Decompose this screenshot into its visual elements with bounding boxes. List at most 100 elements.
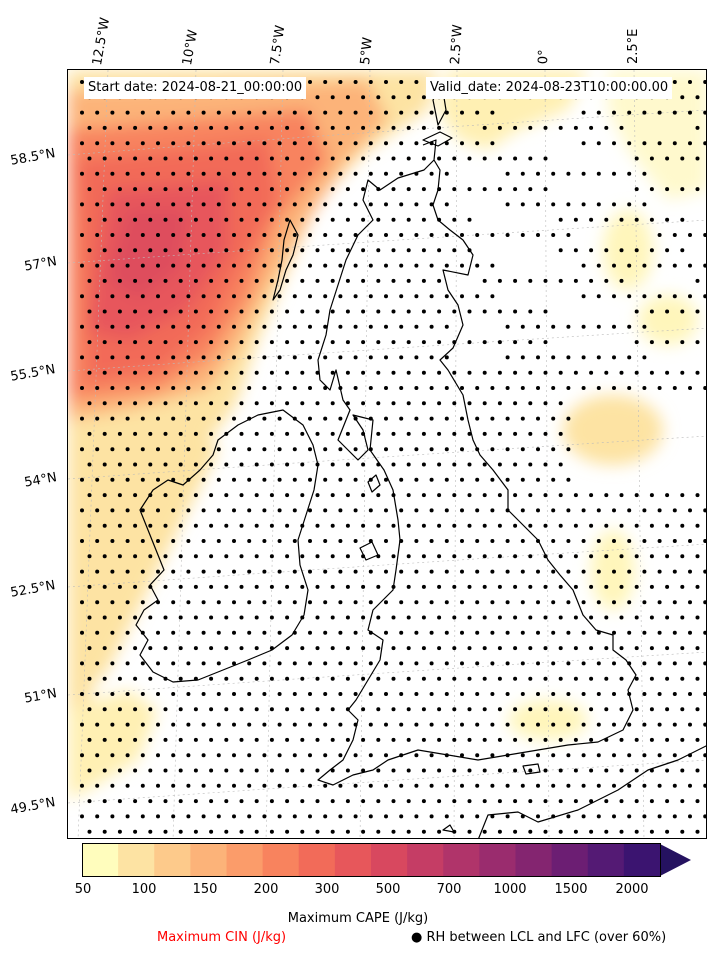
rh-dot xyxy=(573,493,578,498)
rh-dot xyxy=(186,539,191,543)
rh-dot xyxy=(292,110,297,115)
rh-dot xyxy=(384,600,388,605)
rh-dot xyxy=(505,753,510,758)
lon-label: 7.5°W xyxy=(268,24,289,67)
rh-dot xyxy=(414,630,419,635)
rh-dot xyxy=(117,462,122,467)
rh-dot xyxy=(330,462,335,467)
rh-dot xyxy=(239,554,244,559)
rh-dot xyxy=(232,386,236,390)
rh-dot xyxy=(642,753,647,758)
rh-dot xyxy=(520,508,525,513)
rh-dot xyxy=(596,600,601,605)
rh-dot xyxy=(391,493,396,498)
rh-dot xyxy=(117,278,122,283)
rh-dot xyxy=(247,477,252,482)
rh-dot xyxy=(429,753,434,758)
rh-dot xyxy=(703,600,706,605)
rh-dot xyxy=(201,477,206,482)
rh-dot xyxy=(323,477,328,482)
rh-dot xyxy=(193,370,198,375)
rh-dot xyxy=(216,171,221,176)
rh-dot xyxy=(520,355,525,360)
rh-dot xyxy=(672,600,677,605)
rh-dot xyxy=(186,692,191,696)
rh-dot xyxy=(239,493,244,498)
rh-dot xyxy=(277,600,282,605)
rh-dot xyxy=(171,386,176,390)
rh-dot xyxy=(649,799,654,804)
rh-dot xyxy=(178,737,183,742)
rh-dot xyxy=(429,692,434,696)
rh-dot xyxy=(642,722,647,727)
rh-dot xyxy=(95,630,100,635)
rh-dot xyxy=(361,156,366,161)
rh-dot xyxy=(102,737,107,742)
rh-dot xyxy=(254,676,259,681)
rh-dot xyxy=(148,278,153,283)
rh-dot xyxy=(376,95,381,100)
rh-dot xyxy=(239,156,244,161)
rh-dot xyxy=(437,523,442,528)
colorbar-tick: 100 xyxy=(131,882,157,897)
rh-dot xyxy=(688,600,692,605)
rh-dot xyxy=(634,554,639,559)
rh-dot xyxy=(163,554,168,559)
rh-dot xyxy=(589,278,594,283)
rh-dot xyxy=(292,692,297,696)
rh-dot xyxy=(680,615,685,620)
rh-dot xyxy=(406,125,411,130)
rh-dot xyxy=(399,141,404,146)
rh-dot xyxy=(201,722,206,727)
colorbar-cell xyxy=(298,843,336,877)
rh-dot xyxy=(573,646,578,651)
rh-dot xyxy=(300,431,305,436)
rh-dot xyxy=(102,125,107,130)
rh-dot xyxy=(186,814,191,819)
rh-dot xyxy=(368,477,373,482)
rh-dot xyxy=(308,141,312,146)
rh-dot xyxy=(589,523,594,528)
colorbar-cell xyxy=(587,843,625,877)
rh-dot xyxy=(543,431,548,436)
rh-dot xyxy=(300,584,305,589)
start-date-label: Start date: 2024-08-21_00:00:00 xyxy=(84,77,307,99)
rh-dot xyxy=(209,584,214,589)
rh-dot xyxy=(520,569,525,574)
rh-dot xyxy=(406,462,411,467)
rh-dot xyxy=(178,370,183,375)
rh-dot xyxy=(156,722,160,727)
rh-dot xyxy=(475,263,480,268)
rh-dot xyxy=(163,615,168,620)
rh-dot xyxy=(421,248,426,253)
rh-dot xyxy=(361,737,366,742)
rh-dot xyxy=(399,814,404,819)
valid-date-label: Valid_date: 2024-08-23T10:00:00.00 xyxy=(426,77,673,99)
rh-dot xyxy=(216,477,221,482)
rh-dot xyxy=(475,569,480,574)
rh-dot xyxy=(308,722,312,727)
rh-dot xyxy=(171,600,176,605)
rh-dot xyxy=(619,584,624,589)
rh-dot xyxy=(361,401,366,406)
rh-dot xyxy=(277,783,282,788)
rh-dot xyxy=(209,340,214,345)
rh-dot xyxy=(353,539,358,543)
rh-dot xyxy=(391,554,396,559)
rh-dot xyxy=(536,386,540,390)
rh-dot xyxy=(117,248,122,253)
rh-dot xyxy=(95,447,100,452)
rh-dot xyxy=(573,584,578,589)
rh-dot xyxy=(156,600,160,605)
rh-dot xyxy=(330,676,335,681)
rh-dot xyxy=(254,768,259,773)
rh-dot xyxy=(695,554,700,559)
rh-dot xyxy=(566,324,571,329)
rh-dot xyxy=(262,294,267,299)
rh-dot xyxy=(437,370,442,375)
rh-dot xyxy=(148,340,153,345)
rh-dot xyxy=(247,447,252,452)
rh-dot xyxy=(368,783,373,788)
rh-dot xyxy=(558,829,563,834)
rh-dot xyxy=(87,187,92,192)
